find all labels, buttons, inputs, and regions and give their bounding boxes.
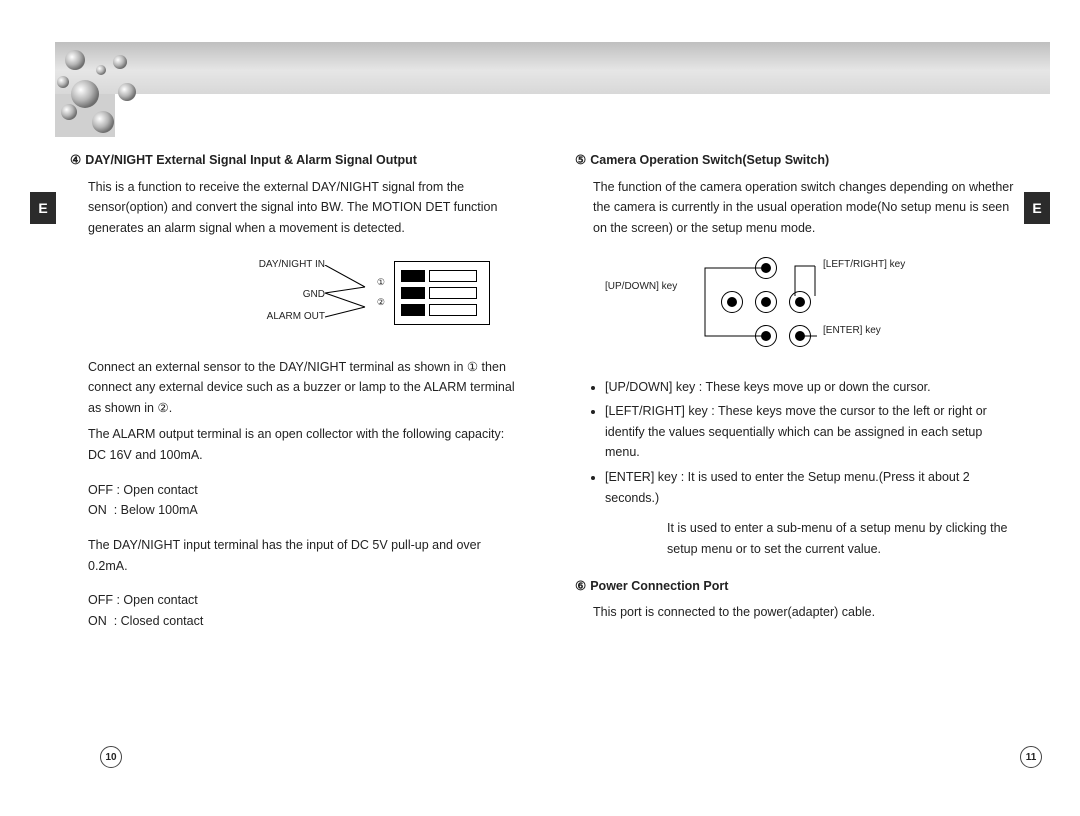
page-number-left: 10 — [100, 746, 122, 768]
section-5-heading: Camera Operation Switch(Setup Switch) — [590, 153, 829, 167]
dn-on: ON : Closed contact — [70, 611, 515, 632]
bullet-enter: [ENTER] key : It is used to enter the Se… — [605, 467, 1020, 508]
right-page: ⑤ Camera Operation Switch(Setup Switch) T… — [575, 150, 1020, 776]
circled-4-icon: ④ — [70, 150, 81, 171]
circled-6-icon: ⑥ — [575, 576, 586, 597]
bullet-updown: [UP/DOWN] key : These keys move up or do… — [605, 377, 1020, 398]
bubble-decoration — [55, 42, 215, 137]
section-4-intro: This is a function to receive the extern… — [70, 177, 515, 239]
label-updown-key: [UP/DOWN] key — [605, 279, 677, 296]
label-daynight-in: DAY/NIGHT IN — [259, 257, 325, 274]
left-page: ④ DAY/NIGHT External Signal Input & Alarm… — [70, 150, 515, 776]
section-6-body: This port is connected to the power(adap… — [575, 602, 1020, 623]
section-5-intro: The function of the camera operation swi… — [575, 177, 1020, 239]
language-tab-left: E — [30, 192, 56, 224]
navpad-diagram: [UP/DOWN] key [LEFT/RIGHT] key [ENTER] k… — [605, 253, 925, 363]
label-alarm-out: ALARM OUT — [267, 309, 325, 326]
bullet-enter-sub: It is used to enter a sub-menu of a setu… — [575, 518, 1020, 559]
section-5-title: ⑤ Camera Operation Switch(Setup Switch) — [575, 150, 1020, 171]
bullet-leftright: [LEFT/RIGHT] key : These keys move the c… — [605, 401, 1020, 463]
section-6-title: ⑥ Power Connection Port — [575, 576, 1020, 597]
dn-off: OFF : Open contact — [70, 590, 515, 611]
daynight-input-spec: The DAY/NIGHT input terminal has the inp… — [70, 535, 515, 576]
label-leftright-key: [LEFT/RIGHT] key — [823, 257, 905, 274]
connect-instructions: Connect an external sensor to the DAY/NI… — [70, 357, 515, 419]
nav-enter-button-icon — [789, 325, 811, 347]
terminal-block-icon — [394, 261, 490, 325]
alarm-capacity: The ALARM output terminal is an open col… — [70, 424, 515, 465]
nav-center-button-icon — [755, 291, 777, 313]
terminal-diagram: DAY/NIGHT IN GND ALARM OUT ① ② — [170, 257, 490, 337]
nav-right-button-icon — [789, 291, 811, 313]
section-6-heading: Power Connection Port — [590, 579, 728, 593]
key-description-list: [UP/DOWN] key : These keys move up or do… — [575, 377, 1020, 509]
section-4-title: ④ DAY/NIGHT External Signal Input & Alarm… — [70, 150, 515, 171]
nav-down-button-icon — [755, 325, 777, 347]
page-number-right: 11 — [1020, 746, 1042, 768]
section-4-heading: DAY/NIGHT External Signal Input & Alarm … — [85, 153, 417, 167]
nav-up-button-icon — [755, 257, 777, 279]
content-columns: ④ DAY/NIGHT External Signal Input & Alarm… — [70, 150, 1050, 776]
alarm-off: OFF : Open contact — [70, 480, 515, 501]
nav-left-button-icon — [721, 291, 743, 313]
alarm-on: ON : Below 100mA — [70, 500, 515, 521]
manual-spread: E E ④DAY/NIGHT External Signal Input & A… — [0, 0, 1080, 816]
label-enter-key: [ENTER] key — [823, 323, 881, 340]
circled-5-icon: ⑤ — [575, 150, 586, 171]
terminal-wires-icon — [320, 265, 400, 325]
